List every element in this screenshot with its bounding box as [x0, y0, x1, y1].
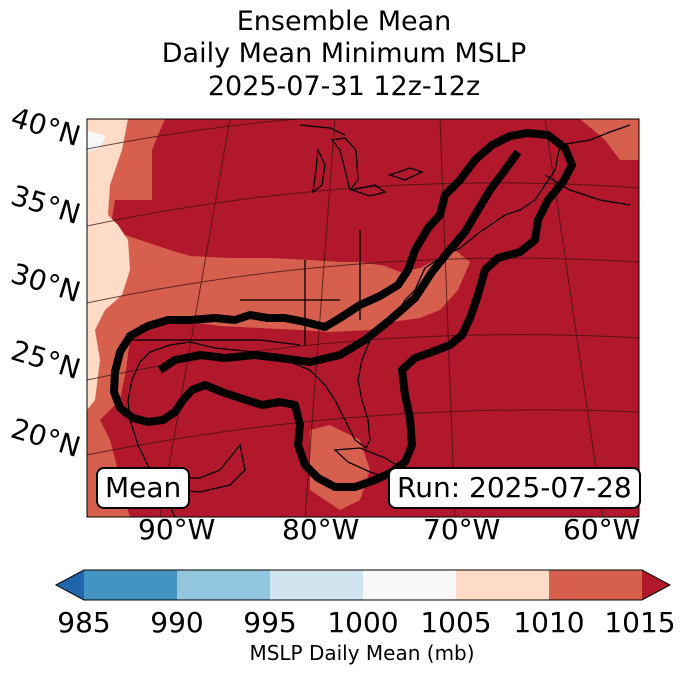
colorbar-tick-1000: 1000 — [327, 606, 399, 639]
colorbar-extend-high — [642, 570, 670, 600]
mslp-contour — [110, 129, 576, 491]
lon-label-70w: 70°W — [423, 513, 501, 546]
pressure-field-1000-1005 — [87, 119, 130, 410]
colorbar-segment-1010-1015 — [549, 570, 642, 600]
colorbar-tick-1005: 1005 — [420, 606, 492, 639]
colorbar-tick-990: 990 — [150, 606, 204, 639]
run-date-box: Run: 2025-07-28 — [388, 467, 641, 509]
colorbar-outline — [54, 569, 672, 601]
map-frame — [86, 118, 640, 518]
coastlines — [127, 124, 631, 517]
colorbar-label: MSLP Daily Mean (mb) — [249, 641, 475, 665]
colorbar-extend-low — [56, 570, 84, 600]
lon-label-60w: 60°W — [563, 513, 641, 546]
colorbar-segment-985-990 — [84, 570, 177, 600]
title-line-1: Ensemble Mean — [236, 6, 452, 37]
lon-label-90w: 90°W — [138, 513, 216, 546]
colorbar-tick-995: 995 — [243, 606, 297, 639]
mslp-contour-inner — [157, 149, 522, 374]
pressure-field-995-1000 — [87, 130, 106, 152]
colorbar-segment-1005-1010 — [456, 570, 549, 600]
colorbar-segment-1000-1005 — [363, 570, 456, 600]
colorbar-segment-990-995 — [177, 570, 270, 600]
colorbar-segment-995-1000 — [270, 570, 363, 600]
colorbar-tick-1015: 1015 — [604, 606, 676, 639]
lon-label-80w: 80°W — [282, 513, 360, 546]
colorbar-tick-985: 985 — [57, 606, 111, 639]
title-line-2: Daily Mean Minimum MSLP — [161, 38, 527, 69]
pressure-field-1005-1010-northeast — [580, 119, 639, 160]
pressure-field-1005-1010 — [87, 119, 470, 420]
mean-label-box: Mean — [96, 467, 191, 509]
colorbar-tick-1010: 1010 — [513, 606, 585, 639]
title-line-3: 2025-07-31 12z-12z — [207, 71, 481, 102]
